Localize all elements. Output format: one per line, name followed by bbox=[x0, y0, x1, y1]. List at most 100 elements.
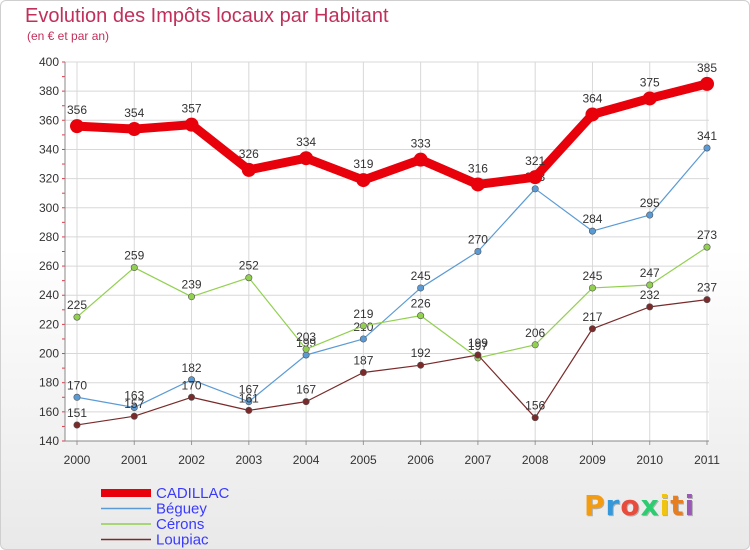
data-point bbox=[417, 312, 425, 320]
data-label: 217 bbox=[582, 310, 602, 324]
data-label: 259 bbox=[124, 249, 144, 263]
data-point bbox=[531, 341, 539, 349]
x-tick-label: 2008 bbox=[522, 453, 549, 467]
data-label: 245 bbox=[411, 269, 431, 283]
data-label: 247 bbox=[640, 266, 660, 280]
y-tick-label: 400 bbox=[39, 55, 59, 69]
data-label: 167 bbox=[239, 383, 259, 397]
chart-subtitle: (en € et par an) bbox=[27, 29, 110, 43]
data-label: 167 bbox=[296, 383, 316, 397]
data-label: 197 bbox=[468, 339, 488, 353]
data-point bbox=[703, 144, 711, 152]
data-label: 225 bbox=[67, 298, 87, 312]
data-point bbox=[130, 403, 138, 411]
data-point bbox=[700, 76, 714, 91]
data-label: 187 bbox=[353, 353, 373, 367]
data-point bbox=[646, 281, 654, 289]
y-tick-label: 380 bbox=[39, 84, 59, 98]
data-point bbox=[413, 152, 428, 167]
data-point bbox=[588, 284, 596, 292]
data-label: 295 bbox=[640, 196, 660, 210]
data-point bbox=[531, 185, 539, 193]
data-point bbox=[130, 264, 138, 272]
y-tick-label: 320 bbox=[39, 172, 59, 186]
logo-letter: i bbox=[684, 489, 696, 522]
y-tick-label: 200 bbox=[39, 347, 59, 361]
chart-title: Evolution des Impôts locaux par Habitant bbox=[25, 5, 389, 27]
logo-letter: r bbox=[605, 489, 621, 522]
x-tick-label: 2004 bbox=[293, 453, 320, 467]
logo-letter: P bbox=[584, 489, 606, 522]
data-label: 385 bbox=[697, 61, 717, 75]
data-point bbox=[359, 322, 367, 330]
data-label: 321 bbox=[525, 154, 545, 168]
data-label: 273 bbox=[697, 228, 717, 242]
data-label: 316 bbox=[468, 161, 488, 175]
y-tick-label: 260 bbox=[39, 259, 59, 273]
x-tick-label: 2007 bbox=[465, 453, 492, 467]
logo-letter: i bbox=[659, 489, 671, 522]
data-label: 170 bbox=[182, 378, 202, 392]
y-tick-label: 160 bbox=[39, 405, 59, 419]
data-label: 163 bbox=[124, 388, 144, 402]
data-label: 375 bbox=[640, 75, 660, 89]
data-label: 170 bbox=[67, 378, 87, 392]
data-point bbox=[417, 361, 425, 369]
data-label: 182 bbox=[182, 361, 202, 375]
logo-letter: t bbox=[670, 489, 685, 522]
x-tick-label: 2002 bbox=[178, 453, 205, 467]
logo-letter: x bbox=[640, 489, 660, 522]
data-label: 334 bbox=[296, 135, 316, 149]
data-label: 232 bbox=[640, 288, 660, 302]
legend-label: Béguey bbox=[156, 501, 207, 518]
data-point bbox=[73, 421, 81, 429]
data-label: 245 bbox=[582, 269, 602, 283]
data-label: 192 bbox=[411, 346, 431, 360]
data-point bbox=[531, 414, 539, 422]
plot-area bbox=[65, 62, 709, 441]
data-point bbox=[302, 398, 310, 406]
y-tick-label: 180 bbox=[39, 376, 59, 390]
data-label: 206 bbox=[525, 326, 545, 340]
data-label: 356 bbox=[67, 103, 87, 117]
data-point bbox=[188, 293, 196, 301]
data-point bbox=[302, 351, 310, 359]
data-label: 333 bbox=[411, 137, 431, 151]
data-label: 270 bbox=[468, 233, 488, 247]
data-point bbox=[642, 91, 657, 106]
data-label: 237 bbox=[697, 281, 717, 295]
data-point bbox=[470, 177, 485, 192]
data-point bbox=[646, 303, 654, 311]
data-label: 354 bbox=[124, 106, 144, 120]
x-tick-label: 2005 bbox=[350, 453, 377, 467]
data-label: 203 bbox=[296, 330, 316, 344]
data-point bbox=[245, 406, 253, 414]
x-tick-label: 2009 bbox=[579, 453, 606, 467]
y-tick-label: 280 bbox=[39, 230, 59, 244]
x-tick-label: 2001 bbox=[121, 453, 148, 467]
data-point bbox=[73, 393, 81, 401]
data-point bbox=[588, 325, 596, 333]
data-point bbox=[703, 243, 711, 251]
data-point bbox=[359, 335, 367, 343]
data-point bbox=[417, 284, 425, 292]
data-label: 252 bbox=[239, 259, 259, 273]
data-point bbox=[127, 122, 142, 137]
y-tick-label: 340 bbox=[39, 142, 59, 156]
data-label: 156 bbox=[525, 399, 545, 413]
data-label: 199 bbox=[468, 336, 488, 350]
data-point bbox=[588, 227, 596, 235]
y-tick-label: 300 bbox=[39, 201, 59, 215]
data-label: 226 bbox=[411, 297, 431, 311]
data-point bbox=[302, 345, 310, 353]
x-tick-label: 2006 bbox=[407, 453, 434, 467]
x-tick-label: 2000 bbox=[64, 453, 91, 467]
data-point bbox=[585, 107, 600, 122]
data-point bbox=[70, 119, 84, 134]
data-point bbox=[299, 151, 314, 166]
data-point bbox=[188, 393, 196, 401]
data-point bbox=[184, 117, 199, 132]
data-label: 219 bbox=[353, 307, 373, 321]
data-point bbox=[73, 313, 81, 321]
